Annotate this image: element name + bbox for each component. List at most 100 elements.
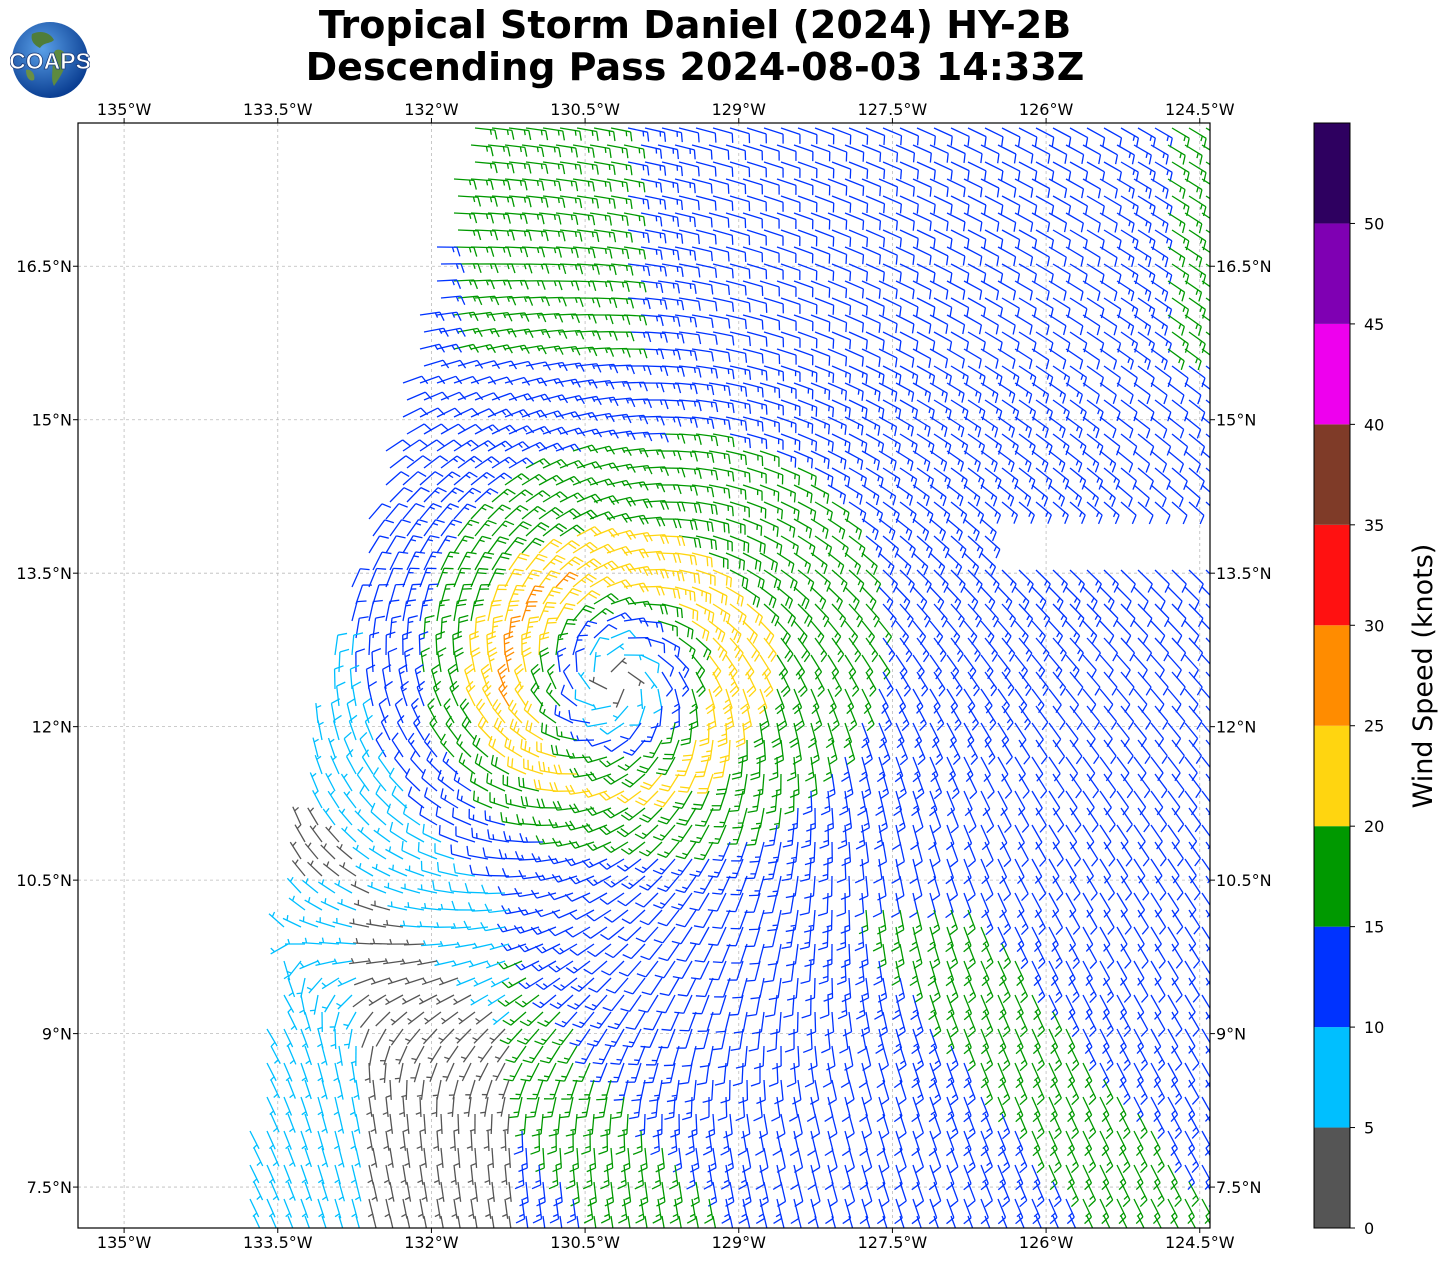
- wind-barb: [675, 841, 697, 860]
- wind-barb: [946, 518, 963, 541]
- wind-barb: [640, 585, 665, 596]
- wind-barb: [916, 161, 936, 180]
- wind-barb: [1120, 875, 1133, 901]
- wind-barb: [657, 841, 680, 858]
- wind-barb: [1001, 501, 1018, 524]
- wind-barb: [508, 161, 532, 174]
- wind-barb: [1014, 382, 1033, 404]
- wind-barb: [1188, 569, 1204, 593]
- wind-barb: [1201, 620, 1210, 631]
- wind-barb: [842, 1164, 851, 1191]
- wind-barb: [742, 246, 764, 263]
- wind-barb: [827, 688, 837, 715]
- wind-barb: [731, 756, 744, 780]
- wind-barb: [780, 399, 801, 417]
- wind-barb: [404, 902, 425, 911]
- wind-barb: [351, 1198, 358, 1219]
- wind-barb: [878, 280, 898, 299]
- wind-barb: [399, 1096, 406, 1117]
- wind-barb: [591, 704, 612, 711]
- wind-barb: [521, 345, 547, 355]
- wind-barb: [746, 569, 765, 590]
- wind-barb: [793, 144, 814, 162]
- wind-barb: [1018, 195, 1038, 215]
- wind-barb: [1103, 433, 1121, 456]
- wind-barb: [844, 144, 865, 162]
- wind-barb: [299, 960, 319, 970]
- wind-barb: [559, 362, 585, 372]
- wind-barb: [1103, 399, 1121, 422]
- wind-barb: [997, 790, 1008, 817]
- wind-barb: [525, 161, 549, 174]
- wind-barb: [493, 717, 510, 741]
- wind-barb: [457, 455, 483, 469]
- wind-barb: [984, 433, 1002, 455]
- wind-barb: [1048, 1062, 1058, 1089]
- wind-barb: [725, 518, 746, 535]
- wind-barb: [585, 806, 612, 817]
- colorbar-bin: [1314, 524, 1350, 626]
- wind-barb: [589, 1011, 612, 1029]
- wind-barb: [508, 393, 535, 402]
- wind-barb: [1001, 773, 1013, 799]
- wind-barb: [753, 1096, 763, 1122]
- wind-barb: [895, 688, 907, 714]
- wind-barb: [625, 1062, 642, 1083]
- wind-barb: [780, 467, 801, 486]
- colorbar-bin: [1314, 223, 1350, 324]
- wind-barb: [967, 1181, 976, 1208]
- wind-barb: [1133, 280, 1152, 302]
- wind-barb: [1001, 365, 1020, 387]
- wind-barb: [933, 331, 953, 352]
- wind-barb: [980, 586, 996, 611]
- wind-barb: [338, 1181, 346, 1202]
- wind-barb: [1082, 144, 1102, 165]
- wind-barb: [1099, 1198, 1110, 1225]
- wind-barb: [855, 824, 866, 850]
- wind-barb: [383, 1130, 390, 1151]
- wind-barb: [980, 484, 998, 507]
- wind-barb: [606, 246, 630, 260]
- wind-barb: [401, 840, 421, 860]
- wind-barb: [436, 1113, 443, 1135]
- wind-barb: [810, 212, 831, 230]
- wind-barb: [531, 853, 557, 863]
- wind-barb: [793, 348, 814, 366]
- wind-barb: [780, 671, 791, 698]
- wind-barb: [1133, 246, 1152, 268]
- wind-barb: [1014, 926, 1025, 953]
- wind-barb: [933, 297, 953, 317]
- wind-barb: [1018, 603, 1034, 628]
- wind-barb: [559, 524, 585, 537]
- wind-barb: [946, 280, 966, 300]
- wind-barb: [525, 458, 551, 469]
- wind-barb: [997, 314, 1016, 335]
- wind-barb: [474, 615, 486, 639]
- wind-barb: [997, 586, 1013, 611]
- wind-barb: [810, 484, 830, 504]
- wind-barb: [440, 487, 464, 503]
- wind-barb: [457, 391, 484, 401]
- wind-barb: [508, 521, 532, 537]
- wind-barb: [304, 842, 319, 860]
- wind-barb: [565, 1164, 576, 1190]
- wind-barb: [322, 861, 340, 877]
- wind-barb: [967, 569, 983, 593]
- wind-barb: [419, 503, 442, 520]
- wind-barb: [780, 229, 801, 247]
- wind-barb: [855, 994, 866, 1020]
- wind-barb: [368, 567, 387, 588]
- wind-barb: [814, 501, 833, 522]
- wind-barb: [780, 569, 798, 592]
- wind-barb: [309, 994, 319, 1015]
- wind-barb: [433, 1130, 440, 1151]
- wind-barb: [1150, 484, 1167, 508]
- wind-barb: [1082, 1164, 1093, 1191]
- wind-barb: [693, 841, 714, 861]
- wind-barb: [861, 212, 882, 231]
- wind-barb: [555, 178, 579, 192]
- wind-barb: [797, 399, 818, 417]
- wind-barb: [893, 1028, 903, 1055]
- wind-barb: [491, 552, 512, 571]
- wind-barb: [581, 787, 608, 798]
